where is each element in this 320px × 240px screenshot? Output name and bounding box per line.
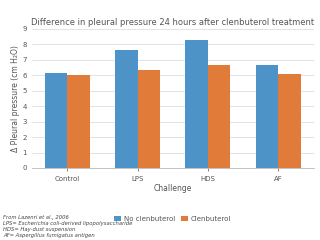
Bar [67,75,90,168]
Bar [186,40,208,168]
X-axis label: Challenge: Challenge [154,184,192,193]
Bar [115,50,138,168]
Bar [256,65,278,168]
Y-axis label: Δ Pleural pressure (cm H₂O): Δ Pleural pressure (cm H₂O) [11,45,20,152]
Bar [208,65,230,168]
Legend: No clenbuterol, Clenbuterol: No clenbuterol, Clenbuterol [112,213,234,225]
Text: From Lazenri et al., 2006
LPS= Escherichia coli-derived lipopolysaccharide
HDS= : From Lazenri et al., 2006 LPS= Escherich… [3,215,132,238]
Bar [45,73,67,168]
Bar [138,70,160,168]
Bar [278,74,301,168]
Title: Difference in pleural pressure 24 hours after clenbuterol treatment: Difference in pleural pressure 24 hours … [31,18,314,27]
